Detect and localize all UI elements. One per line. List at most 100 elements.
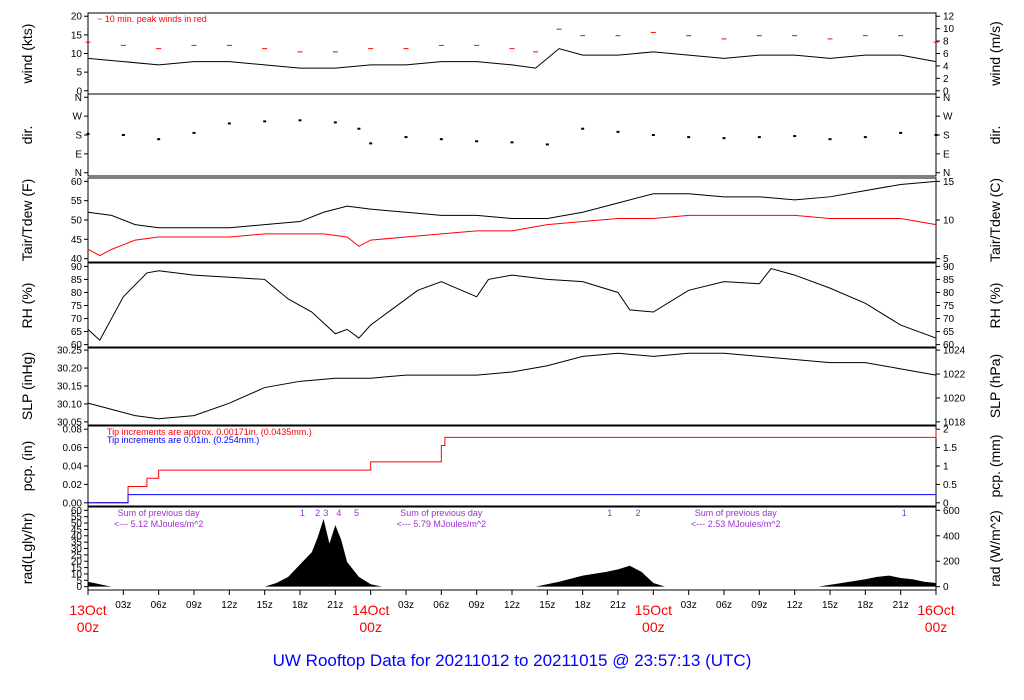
direction-point [545,143,549,146]
daily-sum-value: <--- 5.79 MJoules/m^2 [397,519,487,529]
right-tick-label: N [943,93,950,104]
left-tick-label: 30.25 [57,346,82,357]
left-tick-label: 90 [71,262,83,273]
date-time-label: 00z [925,619,948,635]
panel-frame [87,177,937,263]
hour-tick-label: 06z [433,600,449,611]
hour-tick-label: 06z [716,600,732,611]
right-axis-label: wind (m/s) [987,21,1003,87]
left-tick-label: 75 [71,301,83,312]
radiation-marker: 4 [336,508,341,518]
right-tick-label: 1 [943,462,949,473]
left-tick-label: 25 [71,550,83,561]
direction-point [192,131,196,134]
direction-point [651,134,655,136]
left-tick-label: 30.05 [57,417,82,428]
daily-sum-title: Sum of previous day [400,508,483,518]
right-tick-label: 2 [943,425,949,436]
left-tick-label: 0.06 [63,443,83,454]
date-label: 15Oct [635,602,672,618]
direction-point [227,122,231,125]
left-tick-label: 55 [71,512,83,523]
right-tick-label: 10 [943,216,955,227]
left-tick-label: 30 [71,544,83,555]
series-line-coarse [88,494,936,504]
radiation-marker: 3 [323,508,328,518]
direction-point [121,134,125,136]
left-tick-label: 5 [76,576,82,587]
left-tick-label: 30.15 [57,382,82,393]
right-tick-label: 1024 [943,346,966,357]
hour-tick-label: 18z [857,600,873,611]
direction-point [828,138,832,141]
radiation-marker: 1 [300,508,305,518]
right-tick-label: 1022 [943,370,966,381]
left-tick-label: 0 [76,86,82,97]
daily-sum-title: Sum of previous day [118,508,201,518]
direction-point [616,130,620,133]
right-tick-label: 60 [943,340,955,351]
direction-point [369,142,373,145]
daily-sum-value: <--- 5.12 MJoules/m^2 [114,519,204,529]
radiation-marker: 1 [607,508,612,518]
hour-tick-label: 15z [539,600,555,611]
right-tick-label: 2 [943,74,949,85]
left-axis-label: rad(Lgly/hr) [19,513,35,585]
right-axis-label: SLP (hPa) [987,354,1003,418]
left-axis-label: Tair/Tdew (F) [19,179,35,261]
radiation-marker: 2 [315,508,320,518]
direction-point [86,132,90,135]
radiation-marker: 1 [902,508,907,518]
left-tick-label: 5 [76,68,82,79]
hour-tick-label: 12z [221,600,237,611]
right-tick-label: 1018 [943,417,966,428]
direction-point [793,135,797,138]
hour-tick-label: 15z [257,600,273,611]
right-tick-label: 1.5 [943,443,957,454]
right-tick-label: 85 [943,275,955,286]
right-tick-label: N [943,168,950,179]
hour-tick-label: 03z [398,600,414,611]
direction-point [333,121,337,124]
hour-tick-label: 09z [469,600,485,611]
right-tick-label: 600 [943,506,960,517]
right-tick-label: 400 [943,531,960,542]
left-tick-label: 30.10 [57,399,82,410]
series-line-rh [87,268,937,342]
date-label: 16Oct [917,602,954,618]
left-tick-label: 0.04 [63,462,83,473]
hour-tick-label: 18z [575,600,591,611]
daily-sum-title: Sum of previous day [695,508,778,518]
right-tick-label: 0 [943,86,949,97]
direction-point [687,136,691,139]
right-tick-label: 8 [943,37,949,48]
left-tick-label: 60 [71,177,83,188]
right-tick-label: S [943,131,950,142]
panel-frame [87,506,937,591]
direction-point [722,137,726,140]
left-axis-label: wind (kts) [19,24,35,85]
left-tick-label: 65 [71,327,83,338]
right-tick-label: 1020 [943,393,966,404]
panel-rad: 0510152025303540455055600200400600rad(Lg… [19,506,1003,593]
left-tick-label: 0.08 [63,425,83,436]
direction-point [899,131,903,134]
hour-tick-label: 21z [610,600,626,611]
direction-point [439,138,443,141]
left-tick-label: 35 [71,538,83,549]
panel-frame [87,346,937,426]
left-tick-label: 20 [71,12,83,23]
hour-tick-label: 18z [292,600,308,611]
right-tick-label: 0 [943,582,949,593]
right-tick-label: E [943,149,950,160]
direction-point [863,136,867,139]
panel-frame [87,93,937,177]
direction-point [263,120,267,123]
radiation-area [88,518,936,587]
right-tick-label: 200 [943,557,960,568]
right-tick-label: 12 [943,12,955,23]
right-tick-label: 5 [943,254,949,265]
hour-tick-label: 03z [681,600,697,611]
